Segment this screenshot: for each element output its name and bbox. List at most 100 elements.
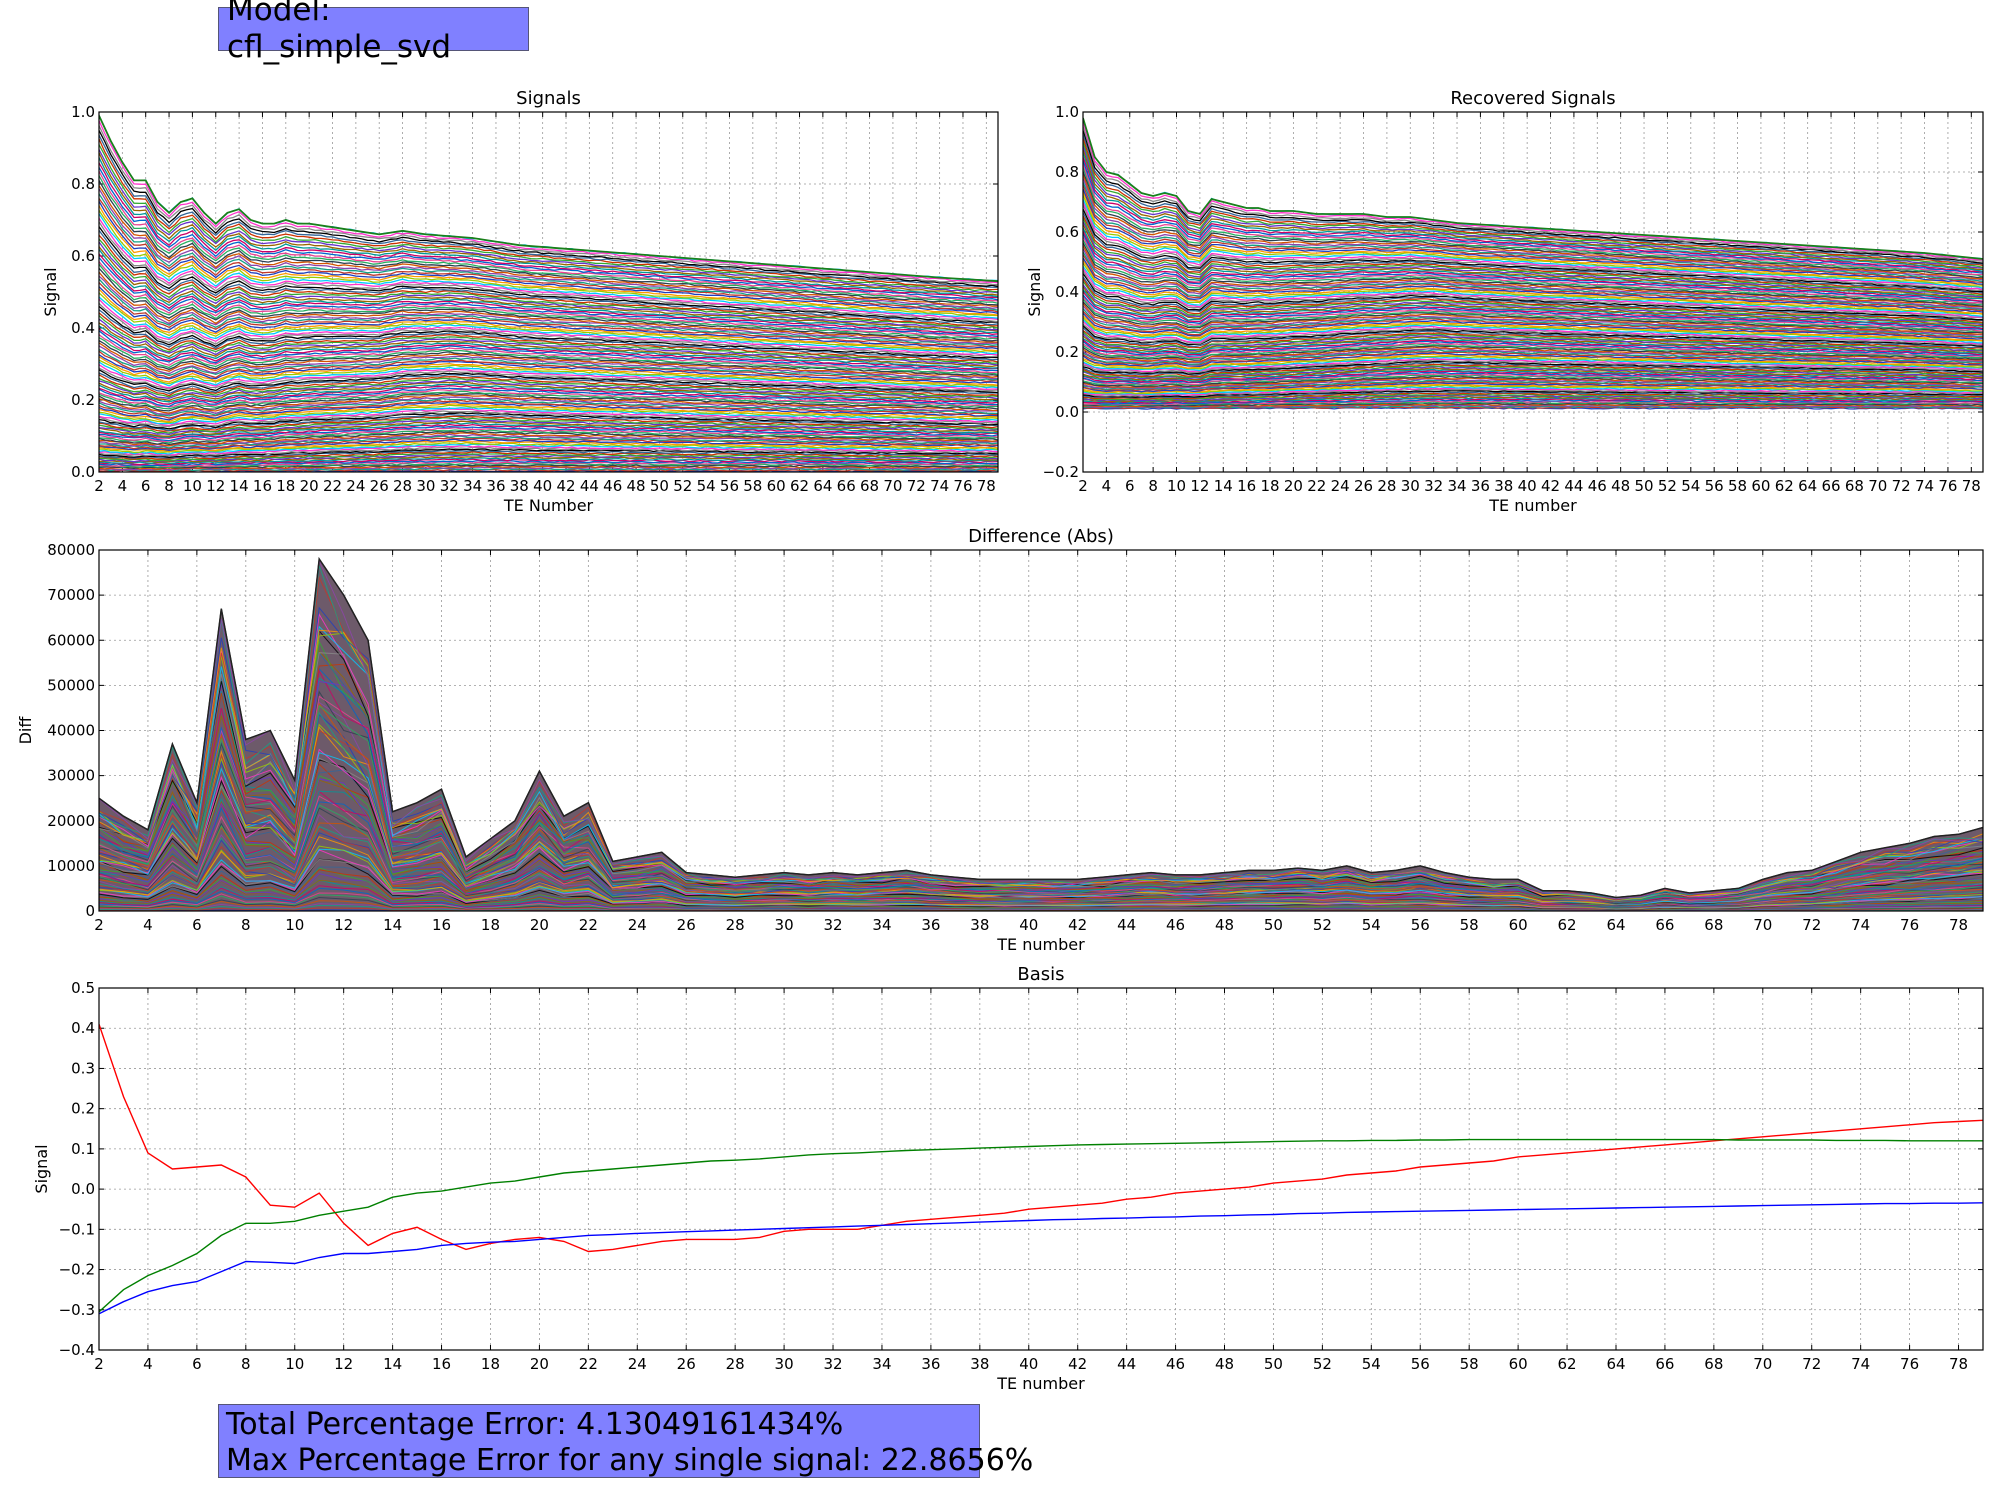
signals-signal-line — [99, 381, 998, 401]
recovered-signal-line — [1083, 364, 1983, 379]
signals-signal-line — [99, 213, 998, 319]
signals-signal-line — [99, 261, 998, 339]
basis-ytick-label: −0.2 — [59, 1261, 95, 1279]
signals-signal-line — [99, 404, 998, 424]
recovered-xtick-label: 10 — [1167, 477, 1186, 495]
recovered-signal-line — [1083, 208, 1983, 293]
recovered-signal-line — [1083, 319, 1983, 344]
difference-ytick-label: 0 — [85, 902, 95, 920]
recovered-signal-line — [1083, 400, 1983, 406]
recovered-xtick-label: 46 — [1588, 477, 1607, 495]
signals-xtick-label: 10 — [183, 477, 202, 495]
difference-xtick-label: 12 — [334, 916, 353, 934]
signals-signal-line — [99, 241, 998, 331]
signals-xtick-label: 6 — [141, 477, 151, 495]
signals-signal-line — [99, 348, 998, 381]
recovered-signal-line — [1083, 317, 1983, 342]
difference-diff-line — [99, 701, 1983, 904]
difference-ytick-label: 60000 — [47, 631, 95, 649]
signals-signal-line — [99, 443, 998, 455]
signals-xtick-label: 40 — [533, 477, 552, 495]
basis-xtick-label: 32 — [823, 1355, 842, 1373]
difference-xtick-label: 76 — [1900, 916, 1919, 934]
recovered-signal-line — [1083, 387, 1983, 396]
signals-signal-line — [99, 238, 998, 329]
signals-signal-line — [99, 396, 998, 415]
signals-signal-line — [99, 144, 998, 293]
recovered-signal-line — [1083, 363, 1983, 378]
difference-xtick-label: 6 — [192, 916, 202, 934]
recovered-signal-line — [1083, 375, 1983, 388]
signals-signal-line — [99, 369, 998, 394]
recovered-xtick-label: 54 — [1681, 477, 1700, 495]
signals-signal-line — [99, 350, 998, 383]
basis-xtick-label: 48 — [1215, 1355, 1234, 1373]
signals-signal-line — [99, 325, 998, 369]
signals-signal-line — [99, 193, 998, 311]
difference-xlabel: TE number — [996, 935, 1085, 954]
difference-ytick-label: 40000 — [47, 722, 95, 740]
signals-signal-line — [99, 418, 998, 436]
recovered-signal-line — [1083, 377, 1983, 388]
signals-signal-line — [99, 185, 998, 307]
signals-signal-line — [99, 451, 998, 460]
signals-signal-line — [99, 278, 998, 346]
basis-xtick-label: 58 — [1460, 1355, 1479, 1373]
signals-signal-line — [99, 354, 998, 384]
basis-xtick-label: 12 — [334, 1355, 353, 1373]
difference-xtick-label: 46 — [1166, 916, 1185, 934]
basis-xtick-label: 36 — [921, 1355, 940, 1373]
recovered-xtick-label: 28 — [1377, 477, 1396, 495]
difference-xtick-label: 18 — [481, 916, 500, 934]
signals-envelope-line — [99, 115, 998, 283]
signals-signal-line — [99, 465, 998, 470]
signals-signal-line — [99, 433, 998, 448]
model-label-box: Model: cfl_simple_svd — [218, 0, 529, 65]
basis-red-line — [99, 1023, 1983, 1253]
model-label: Model: cfl_simple_svd — [227, 0, 452, 65]
signals-signal-line — [99, 257, 998, 338]
basis-xtick-label: 78 — [1949, 1355, 1968, 1373]
signals-signal-line — [99, 394, 998, 414]
recovered-signal-line — [1083, 337, 1983, 355]
signals-signal-line — [99, 296, 998, 355]
signals-signal-line — [99, 415, 998, 432]
recovered-xtick-label: 68 — [1845, 477, 1864, 495]
difference-xtick-label: 34 — [872, 916, 891, 934]
recovered-signal-line — [1083, 365, 1983, 380]
signals-signal-line — [99, 385, 998, 405]
difference-xtick-label: 16 — [432, 916, 451, 934]
signals-signal-line — [99, 138, 998, 291]
difference-xtick-label: 60 — [1509, 916, 1528, 934]
basis-xtick-label: 20 — [530, 1355, 549, 1373]
signals-signal-line — [99, 334, 998, 374]
basis-xtick-label: 42 — [1068, 1355, 1087, 1373]
difference-xtick-label: 74 — [1851, 916, 1870, 934]
recovered-signal-line — [1083, 383, 1983, 394]
signals-xtick-label: 76 — [953, 477, 972, 495]
recovered-frame — [1082, 111, 1984, 473]
signals-xtick-label: 60 — [767, 477, 786, 495]
recovered-signal-line — [1083, 177, 1983, 281]
recovered-signal-line — [1083, 217, 1983, 296]
signals-signal-line — [99, 374, 998, 397]
signals-signal-line — [99, 416, 998, 434]
signals-signal-line — [99, 221, 998, 323]
signals-signal-line — [99, 412, 998, 430]
basis-xtick-label: 66 — [1655, 1355, 1674, 1373]
recovered-signal-line — [1083, 392, 1983, 400]
signals-signal-line — [99, 432, 998, 447]
basis-xtick-label: 56 — [1411, 1355, 1430, 1373]
signals-signal-line — [99, 455, 998, 464]
signals-signal-line — [99, 356, 998, 386]
signals-signal-line — [99, 448, 998, 459]
signals-signal-line — [99, 420, 998, 437]
signals-signal-line — [99, 399, 998, 419]
recovered-series-group — [1083, 117, 1983, 410]
difference-xtick-label: 8 — [241, 916, 251, 934]
signals-xtick-label: 32 — [440, 477, 459, 495]
recovered-signal-line — [1083, 344, 1983, 361]
signals-signal-line — [99, 167, 998, 301]
signals-signal-line — [99, 302, 998, 358]
difference-xtick-label: 14 — [383, 916, 402, 934]
